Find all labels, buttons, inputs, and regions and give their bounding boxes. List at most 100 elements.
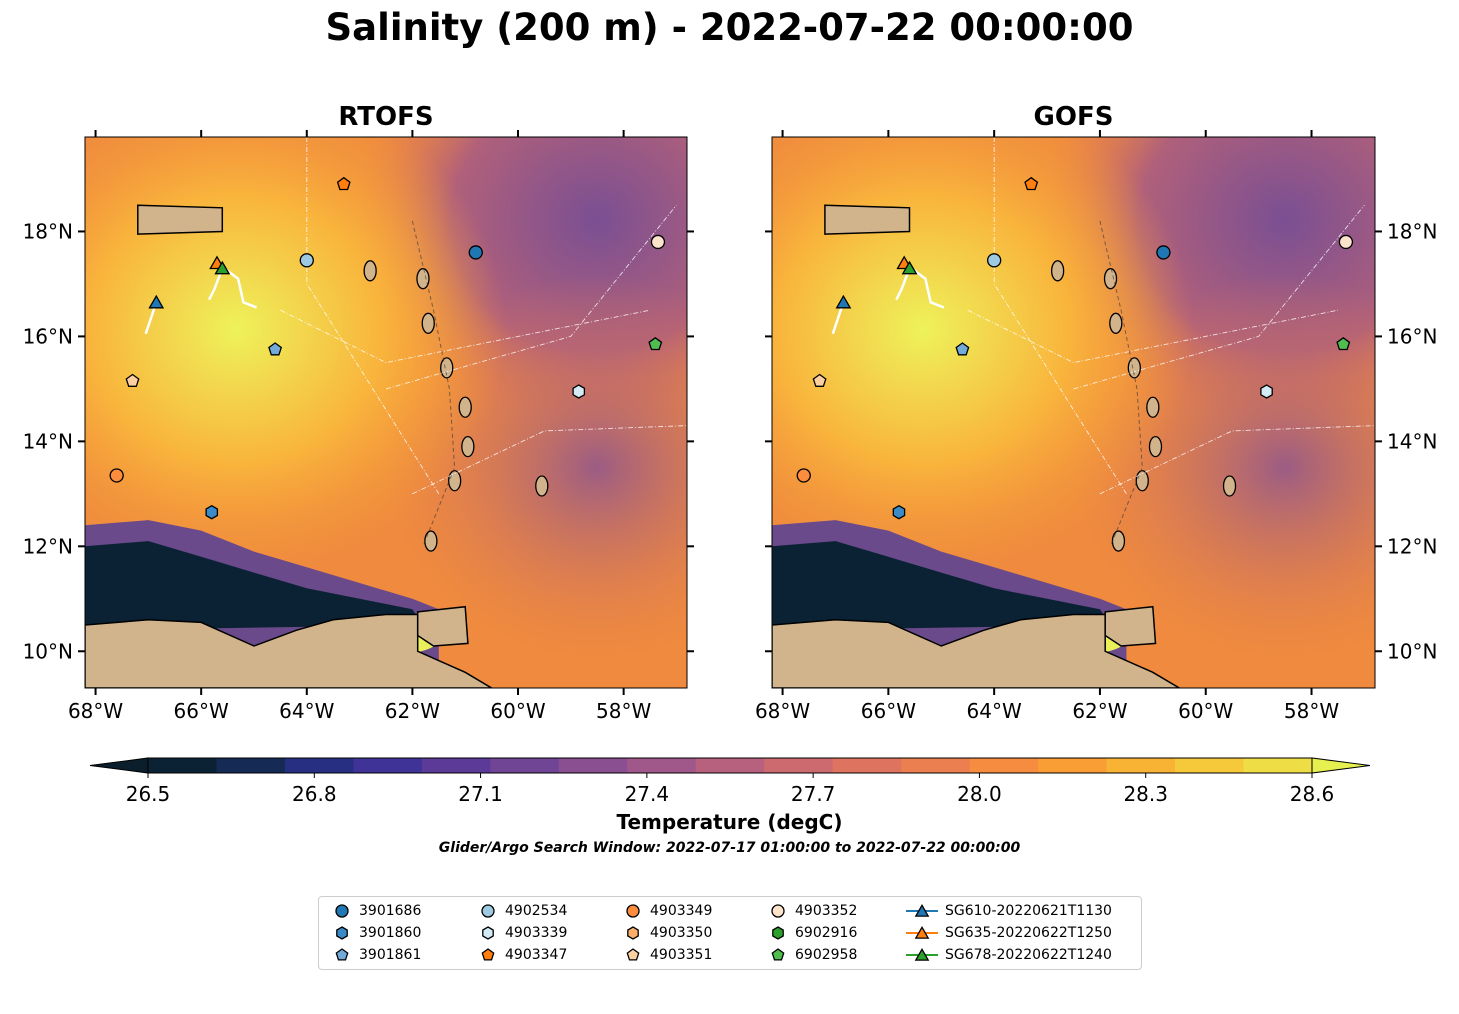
freshwater-core <box>772 541 1111 631</box>
legend-marker-icon <box>481 948 495 961</box>
colorbar-segment <box>901 758 971 773</box>
lon-tick-label: 60°W <box>490 699 545 723</box>
map-frame <box>84 136 688 689</box>
island <box>461 435 475 458</box>
legend-marker <box>772 926 784 940</box>
legend-label: 3901860 <box>359 925 422 941</box>
legend-marker-icon <box>771 904 785 918</box>
legend-marker-icon <box>335 904 349 918</box>
legend: 3901686 3901860 3901861 4902534 4903339 49033… <box>318 896 1142 970</box>
colorbar-segment <box>1175 758 1245 773</box>
island <box>458 396 472 418</box>
colorbar-extend-low <box>89 757 149 774</box>
colorbar-tick-label: 26.8 <box>292 782 337 806</box>
colorbar: 26.5 26.8 27.1 27.4 27.7 28.0 28.3 28.6 <box>89 757 1371 806</box>
island <box>1222 475 1237 497</box>
lon-tick-label: 62°W <box>1072 699 1127 723</box>
legend-marker-icon <box>335 948 349 961</box>
eez-boundary <box>412 425 687 495</box>
legend-marker-icon <box>906 925 938 939</box>
legend-item: 4903350 <box>622 922 712 944</box>
float-marker <box>648 336 663 351</box>
south-america-land <box>85 613 494 688</box>
salinity-field <box>85 137 687 688</box>
depth-contour <box>1099 220 1143 547</box>
lon-tick-label: 66°W <box>174 699 229 723</box>
lon-tick-label: 68°W <box>755 699 810 723</box>
legend-marker-icon <box>772 926 784 940</box>
legend-marker-icon <box>906 903 938 917</box>
legend-marker <box>481 948 495 961</box>
island <box>1111 530 1126 552</box>
legend-item: 6902958 <box>767 944 857 966</box>
island <box>1109 312 1123 334</box>
depth-contour <box>411 220 456 547</box>
puerto-rico-land <box>824 204 911 235</box>
eez-boundary <box>993 137 1127 495</box>
island <box>1135 470 1149 492</box>
float-marker <box>268 342 283 356</box>
legend-label: SG635-20220622T1250 <box>945 925 1112 941</box>
legend-item: SG610-20220621T1130 <box>905 900 1112 922</box>
colorbar-frame <box>147 757 1313 774</box>
colorbar-segment <box>353 758 423 773</box>
legend-marker <box>771 948 785 961</box>
eez-boundary <box>967 309 1339 364</box>
lon-tick-label: 58°W <box>1284 699 1339 723</box>
legend-marker-icon <box>626 904 640 918</box>
eez-boundary <box>1099 425 1375 495</box>
lat-tick-label: 12°N <box>1387 534 1437 558</box>
glider-track <box>207 267 224 301</box>
lat-tick-label: 16°N <box>23 324 73 348</box>
legend-marker-icon <box>336 926 348 940</box>
legend-item: 4903349 <box>622 900 712 922</box>
glider-marker <box>835 294 852 309</box>
south-america-land <box>772 613 1181 688</box>
colorbar-segment <box>284 758 354 773</box>
colorbar-tick-label: 28.3 <box>1123 782 1168 806</box>
float-marker <box>125 373 140 387</box>
colorbar-segment <box>969 758 1039 773</box>
colorbar-segment <box>1106 758 1176 773</box>
float-marker <box>796 468 811 483</box>
legend-marker-icon <box>482 926 494 940</box>
colorbar-tick-label: 26.5 <box>126 782 171 806</box>
legend-marker-icon <box>481 904 495 918</box>
legend-label: 3901861 <box>359 947 422 963</box>
lat-tick-label: 10°N <box>1387 639 1437 663</box>
legend-label: SG678-20220622T1240 <box>945 947 1112 963</box>
island <box>1103 268 1118 290</box>
colorbar-tick-label: 27.4 <box>625 782 670 806</box>
legend-item: 4902534 <box>477 900 567 922</box>
lon-tick-label: 68°W <box>68 699 123 723</box>
search-window-note: Glider/Argo Search Window: 2022-07-17 01… <box>438 840 1021 856</box>
island <box>535 475 549 497</box>
island <box>416 268 430 290</box>
legend-item: 4903352 <box>767 900 857 922</box>
legend-marker-icon <box>906 947 938 961</box>
rtofs-map-panel: 68°W 66°W 64°W 62°W 60°W 58°W 18°N 16°N 14°N 12°N… <box>23 130 694 723</box>
colorbar-segment <box>1038 758 1108 773</box>
legend-item: SG678-20220622T1240 <box>905 944 1112 966</box>
legend-label: 4903349 <box>650 903 713 919</box>
lat-tick-label: 14°N <box>1387 429 1437 453</box>
lat-tick-label: 16°N <box>1387 324 1437 348</box>
legend-marker <box>335 948 349 961</box>
gofs-map-panel: 68°W 66°W 64°W 62°W 60°W 58°W 18°N 16°N 14°N 12°N… <box>755 130 1437 723</box>
colorbar-segment <box>764 758 834 773</box>
legend-label: 4903350 <box>650 925 713 941</box>
legend-label: 6902916 <box>795 925 858 941</box>
colorbar-tick-label: 27.7 <box>791 782 836 806</box>
lat-tick-label: 18°N <box>1387 219 1437 243</box>
colorbar-segment <box>695 758 765 773</box>
lon-tick-label: 62°W <box>385 699 440 723</box>
glider-marker <box>214 260 231 275</box>
island <box>1148 435 1163 458</box>
legend-marker <box>914 947 930 961</box>
legend-label: 3901686 <box>359 903 422 919</box>
legend-item: 3901860 <box>331 922 421 944</box>
puerto-rico-land <box>137 204 224 235</box>
colorbar-tick-label: 28.0 <box>957 782 1002 806</box>
float-marker <box>572 384 586 399</box>
